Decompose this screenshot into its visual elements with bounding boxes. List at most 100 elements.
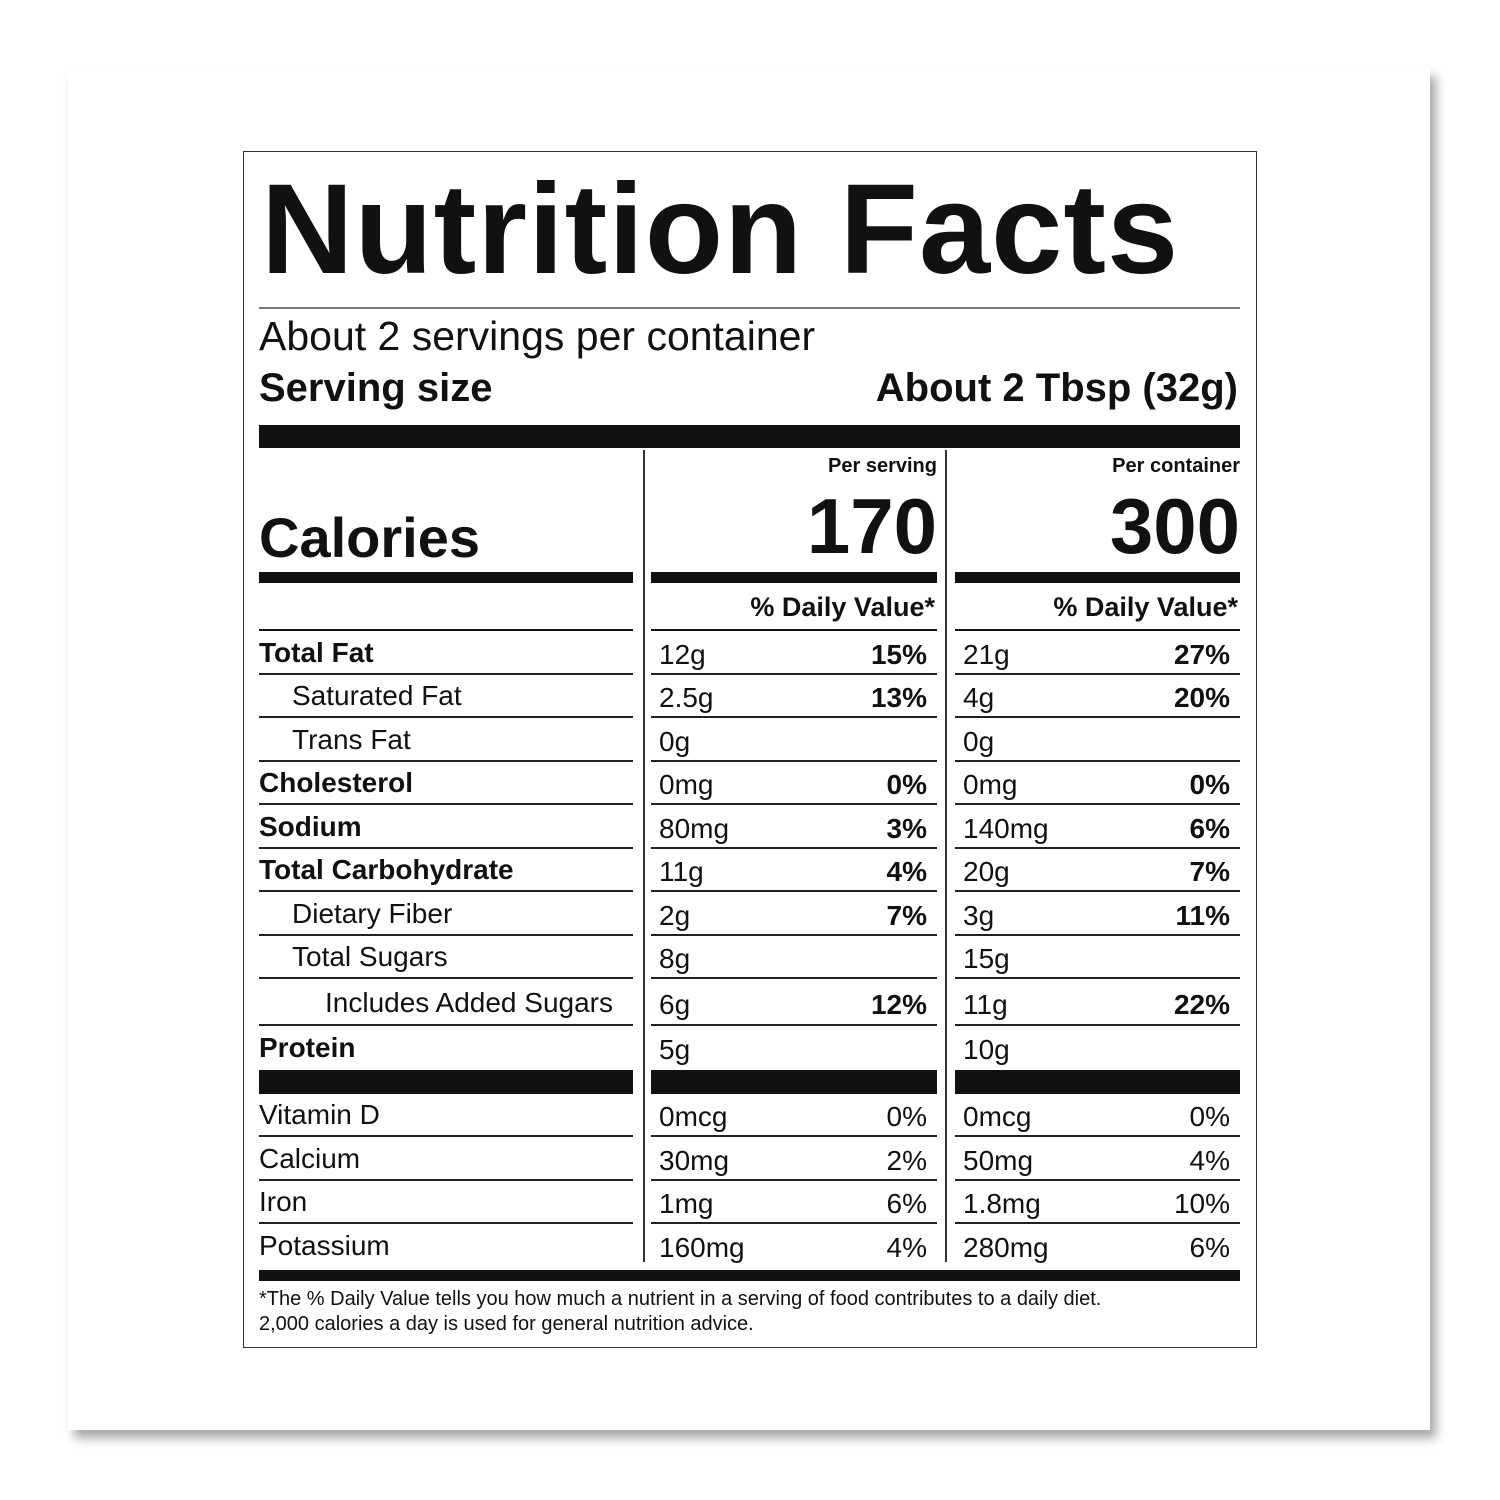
amount: 280mg [963, 1231, 1049, 1263]
nutrient-name: Total Fat [259, 636, 374, 668]
column-divider [643, 450, 645, 1262]
daily-value: 0% [886, 769, 927, 801]
amount: 0mcg [659, 1101, 728, 1133]
daily-value: 27% [1173, 638, 1230, 670]
thick-divider [259, 572, 633, 583]
amount: 2.5g [659, 682, 714, 714]
amount: 0g [659, 725, 691, 757]
amount: 160mg [659, 1231, 745, 1263]
amount: 10g [963, 1033, 1010, 1065]
amount: 0g [963, 725, 995, 757]
serving-size-value: About 2 Tbsp (32g) [875, 366, 1238, 410]
column-header: Per serving [828, 455, 937, 477]
amount: 0mg [963, 769, 1018, 801]
nutrient-name: Total Carbohydrate [259, 854, 514, 886]
daily-value: 13% [870, 682, 927, 714]
servings: About 2 servings per container [259, 313, 816, 359]
column-divider [945, 450, 947, 1262]
divider [651, 629, 937, 631]
row-line [651, 979, 937, 1026]
daily-value: 6% [1189, 1231, 1230, 1263]
calories-label: Calories [259, 506, 480, 569]
nutrient-name: Calcium [259, 1142, 361, 1174]
nutrient-name: Saturated Fat [292, 680, 462, 712]
row-line [651, 631, 937, 675]
daily-value: 7% [1189, 856, 1230, 888]
row-line [955, 936, 1240, 979]
amount: 1.8mg [963, 1188, 1041, 1220]
amount: 140mg [963, 812, 1049, 844]
row-line [259, 892, 633, 936]
title: Nutrition Facts [261, 158, 1180, 301]
daily-value: 12% [870, 988, 927, 1020]
nutrition-label [243, 151, 1257, 1348]
row-line [651, 1026, 937, 1070]
row-line [955, 849, 1240, 892]
daily-value: 20% [1173, 682, 1230, 714]
daily-value: 7% [886, 899, 927, 931]
daily-value: 0% [1189, 1101, 1230, 1133]
amount: 0mcg [963, 1101, 1032, 1133]
amount: 11g [659, 856, 704, 888]
row-line [651, 892, 937, 936]
row-line [259, 1181, 633, 1224]
row-line [955, 805, 1240, 849]
amount: 0mg [659, 769, 714, 801]
divider [259, 307, 1240, 309]
amount: 15g [963, 943, 1010, 975]
row-line [651, 849, 937, 892]
dv-header: % Daily Value* [750, 592, 935, 622]
daily-value: 3% [886, 812, 927, 844]
daily-value: 0% [886, 1101, 927, 1133]
nutrient-name: Trans Fat [292, 723, 411, 755]
thick-divider [259, 1069, 633, 1094]
nutrient-name: Includes Added Sugars [325, 986, 613, 1018]
row-line [651, 1137, 937, 1181]
thick-divider [259, 425, 1240, 448]
nutrient-name: Total Sugars [292, 941, 448, 973]
row-line [955, 718, 1240, 762]
nutrient-name: Protein [259, 1031, 356, 1063]
thick-divider [651, 572, 937, 583]
daily-value: 6% [886, 1188, 927, 1220]
amount: 11g [963, 988, 1008, 1020]
amount: 1mg [659, 1188, 714, 1220]
row-line [651, 936, 937, 979]
amount: 21g [963, 638, 1010, 670]
row-line [259, 718, 633, 762]
divider [259, 629, 633, 631]
daily-value: 22% [1173, 988, 1230, 1020]
row-line [955, 762, 1240, 805]
row-line [651, 1094, 937, 1137]
row-line [651, 762, 937, 805]
amount: 5g [659, 1033, 691, 1065]
thick-divider [259, 1269, 1240, 1281]
row-line [259, 1137, 633, 1181]
thick-divider [651, 1069, 937, 1094]
row-line [955, 1094, 1240, 1137]
row-line [651, 675, 937, 718]
nutrient-name: Dietary Fiber [292, 897, 453, 929]
row-line [955, 1181, 1240, 1224]
daily-value: 2% [886, 1144, 927, 1176]
nutrient-name: Potassium [259, 1229, 390, 1261]
amount: 4g [963, 682, 995, 714]
column-header: Per container [1112, 455, 1240, 477]
daily-value: 0% [1189, 769, 1230, 801]
amount: 8g [659, 943, 691, 975]
daily-value: 6% [1189, 812, 1230, 844]
dv-header: % Daily Value* [1053, 592, 1238, 622]
amount: 6g [659, 988, 691, 1020]
amount: 12g [659, 638, 706, 670]
row-line [259, 936, 633, 979]
amount: 30mg [659, 1144, 730, 1176]
row-line [259, 631, 633, 675]
row-line [259, 805, 633, 849]
row-line [259, 849, 633, 892]
serving-size-label: Serving size [259, 366, 493, 410]
daily-value: 11% [1175, 899, 1231, 931]
row-line [955, 1137, 1240, 1181]
amount: 3g [963, 899, 995, 931]
daily-value: 4% [886, 856, 927, 888]
